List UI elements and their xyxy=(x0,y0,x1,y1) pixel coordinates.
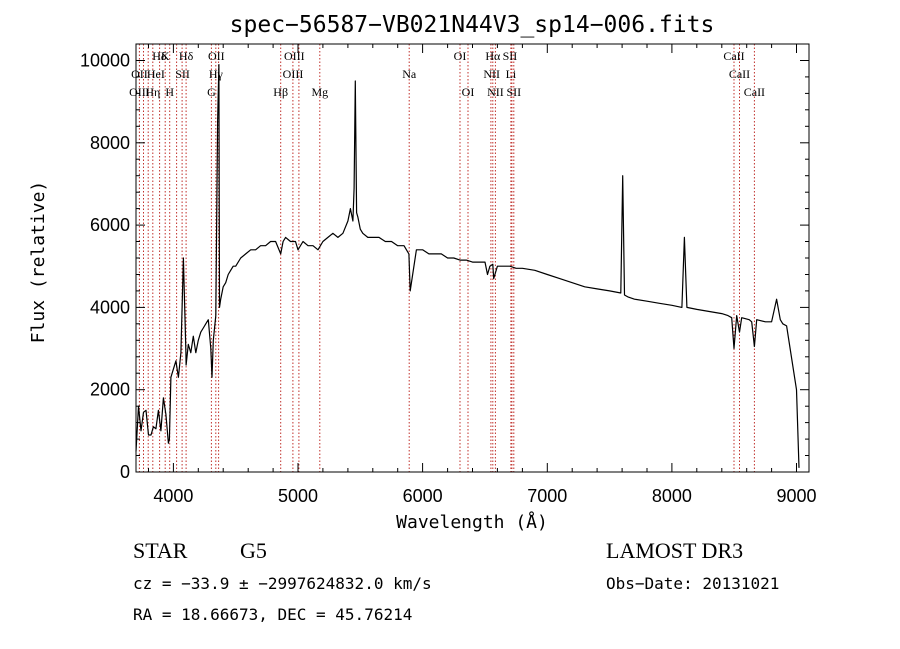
line-markers xyxy=(138,44,755,472)
y-tick-label-6000: 6000 xyxy=(90,215,130,235)
x-tick-label-4000: 4000 xyxy=(153,486,193,506)
annotation-row3-9: CaII xyxy=(744,85,765,99)
x-tick-label-8000: 8000 xyxy=(652,486,692,506)
y-tick-label-8000: 8000 xyxy=(90,133,130,153)
annotation-row1-4: OIII xyxy=(284,49,305,63)
annotation-row3-3: G xyxy=(207,85,216,99)
annotation-row3-2: H xyxy=(165,85,174,99)
annotation-row1-1: K xyxy=(161,49,170,63)
y-tick-label-4000: 4000 xyxy=(90,297,130,317)
survey-label: LAMOST DR3 xyxy=(606,538,743,563)
y-tick-label-0: 0 xyxy=(120,462,130,482)
x-axis: 4000 5000 6000 7000 8000 9000 xyxy=(148,44,817,506)
flux-series xyxy=(135,63,800,468)
y-axis-label: Flux (relative) xyxy=(28,181,49,344)
annotation-row3-6: OI xyxy=(462,85,475,99)
y-tick-label-10000: 10000 xyxy=(80,51,130,71)
x-tick-label-9000: 9000 xyxy=(776,486,816,506)
annotation-row1-3: OII xyxy=(208,49,225,63)
chart-title: spec−56587−VB021N44V3_sp14−006.fits xyxy=(230,12,715,38)
annotation-row1-8: CaII xyxy=(723,49,744,63)
annotation-row2-8: CaII xyxy=(729,67,750,81)
y-axis: 0 2000 4000 6000 8000 10000 xyxy=(80,51,809,482)
object-class: STAR xyxy=(133,538,188,563)
x-axis-label: Wavelength (Å) xyxy=(396,511,548,533)
radec-text: RA = 18.66673, DEC = 45.76214 xyxy=(133,605,412,624)
obs-date: Obs−Date: 20131021 xyxy=(606,574,779,593)
annotation-row3-8: SII xyxy=(506,85,521,99)
annotation-row3-5: Mg xyxy=(311,85,328,99)
plot-frame xyxy=(135,43,810,473)
annotation-row2-1: HeI xyxy=(147,67,165,81)
annotation-row2-5: Na xyxy=(402,67,417,81)
redshift-text: cz = −33.9 ± −2997624832.0 km/s xyxy=(133,574,432,593)
annotation-row3-1: Hη xyxy=(145,85,160,99)
x-tick-label-6000: 6000 xyxy=(403,486,443,506)
annotation-row2-7: Li xyxy=(506,67,517,81)
flux-trace xyxy=(135,63,800,468)
annotation-row1-0: Hδ xyxy=(152,49,167,63)
annotation-row2-0: OII xyxy=(131,67,148,81)
object-subclass: G5 xyxy=(240,538,267,563)
annotation-row2-4: OIII xyxy=(283,67,304,81)
annotation-row1-6: Hα xyxy=(485,49,501,63)
x-tick-label-5000: 5000 xyxy=(278,486,318,506)
annotation-row1-7: SII xyxy=(503,49,518,63)
annotation-row1-2: Hδ xyxy=(179,49,194,63)
annotation-row3-4: Hβ xyxy=(273,85,288,99)
annotation-row2-2: SII xyxy=(175,67,190,81)
footer-info: STAR G5 LAMOST DR3 cz = −33.9 ± −2997624… xyxy=(133,538,779,624)
annotation-row3-0: OIII xyxy=(129,85,150,99)
annotation-row1-5: OI xyxy=(454,49,467,63)
y-tick-label-2000: 2000 xyxy=(90,380,130,400)
annotation-row2-3: Hγ xyxy=(209,67,224,81)
annotation-row2-6: NII xyxy=(483,67,500,81)
annotation-row3-7: NII xyxy=(487,85,504,99)
x-tick-label-7000: 7000 xyxy=(527,486,567,506)
